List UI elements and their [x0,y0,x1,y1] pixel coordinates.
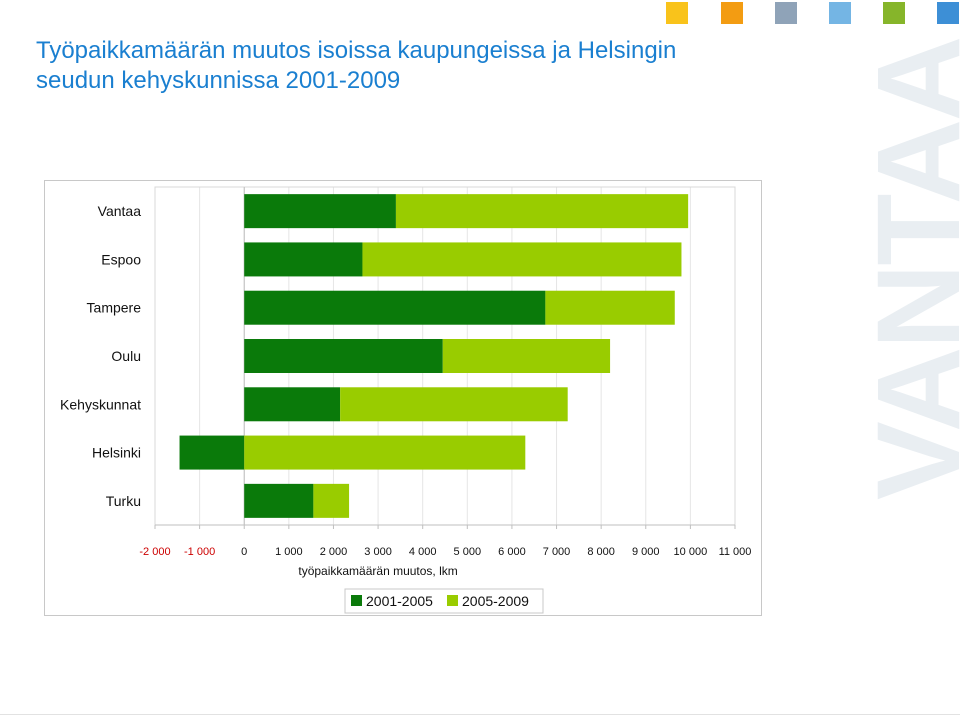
page-title: Työpaikkamäärän muutos isoissa kaupungei… [36,36,796,96]
bar-helsinki-2001-2005 [179,435,245,470]
category-label: Turku [106,493,141,509]
brand-square [883,2,905,24]
x-tick-label: -2 000 [139,546,170,558]
category-label: Kehyskunnat [60,396,141,412]
bar-turku-2005-2009 [313,483,350,518]
bar-espoo-2001-2005 [244,242,363,277]
bar-vantaa-2005-2009 [395,194,689,229]
title-line-2: seudun kehyskunnissa 2001-2009 [36,67,401,94]
category-label: Oulu [111,348,141,364]
x-tick-label: 0 [241,546,247,558]
brand-square [937,2,959,24]
vantaa-watermark: VANTAA [853,37,960,500]
bar-espoo-2005-2009 [362,242,682,277]
x-tick-label: 7 000 [543,546,571,558]
x-tick-label: 2 000 [320,546,348,558]
brand-square [666,2,688,24]
legend-box [344,588,544,614]
bar-oulu-2005-2009 [442,339,611,373]
x-tick-label: 4 000 [409,546,437,558]
footer-divider [0,714,960,715]
category-label: Vantaa [98,203,142,219]
legend-label: 2001-2005 [366,593,433,609]
x-tick-label: 1 000 [275,546,303,558]
legend-swatch [351,595,362,606]
bar-tampere-2005-2009 [545,290,675,325]
brand-square [775,2,797,24]
bar-vantaa-2001-2005 [244,194,396,229]
x-tick-label: 3 000 [364,546,392,558]
brand-square [829,2,851,24]
legend-swatch [447,595,458,606]
title-line-1: Työpaikkamäärän muutos isoissa kaupungei… [36,37,677,64]
x-tick-label: 5 000 [454,546,482,558]
category-label: Tampere [87,300,142,316]
bar-chart: Vantaa Espoo Tampere Oulu Kehyskunnat Helsink… [60,186,752,614]
legend-label: 2005-2009 [462,593,529,609]
chart-frame: Vantaa Espoo Tampere Oulu Kehyskunnat Helsink… [44,180,762,616]
x-tick-label: -1 000 [184,546,215,558]
bar-turku-2001-2005 [244,483,314,518]
x-tick-label: 9 000 [632,546,660,558]
bar-tampere-2001-2005 [244,290,546,325]
x-tick-label: 8 000 [587,546,615,558]
bar-oulu-2001-2005 [244,339,443,373]
brand-color-squares [666,2,960,24]
bar-helsinki-2005-2009 [244,435,526,470]
x-tick-label: 11 000 [719,546,752,558]
bar-kehyskunnat-2005-2009 [340,387,568,422]
x-axis-title: työpaikkamäärän muutos, lkm [298,564,457,578]
x-tick-label: 10 000 [674,546,708,558]
x-tick-label: 6 000 [498,546,526,558]
category-label: Helsinki [92,445,141,461]
category-label: Espoo [101,251,141,267]
bar-kehyskunnat-2001-2005 [244,387,341,422]
brand-square [721,2,743,24]
